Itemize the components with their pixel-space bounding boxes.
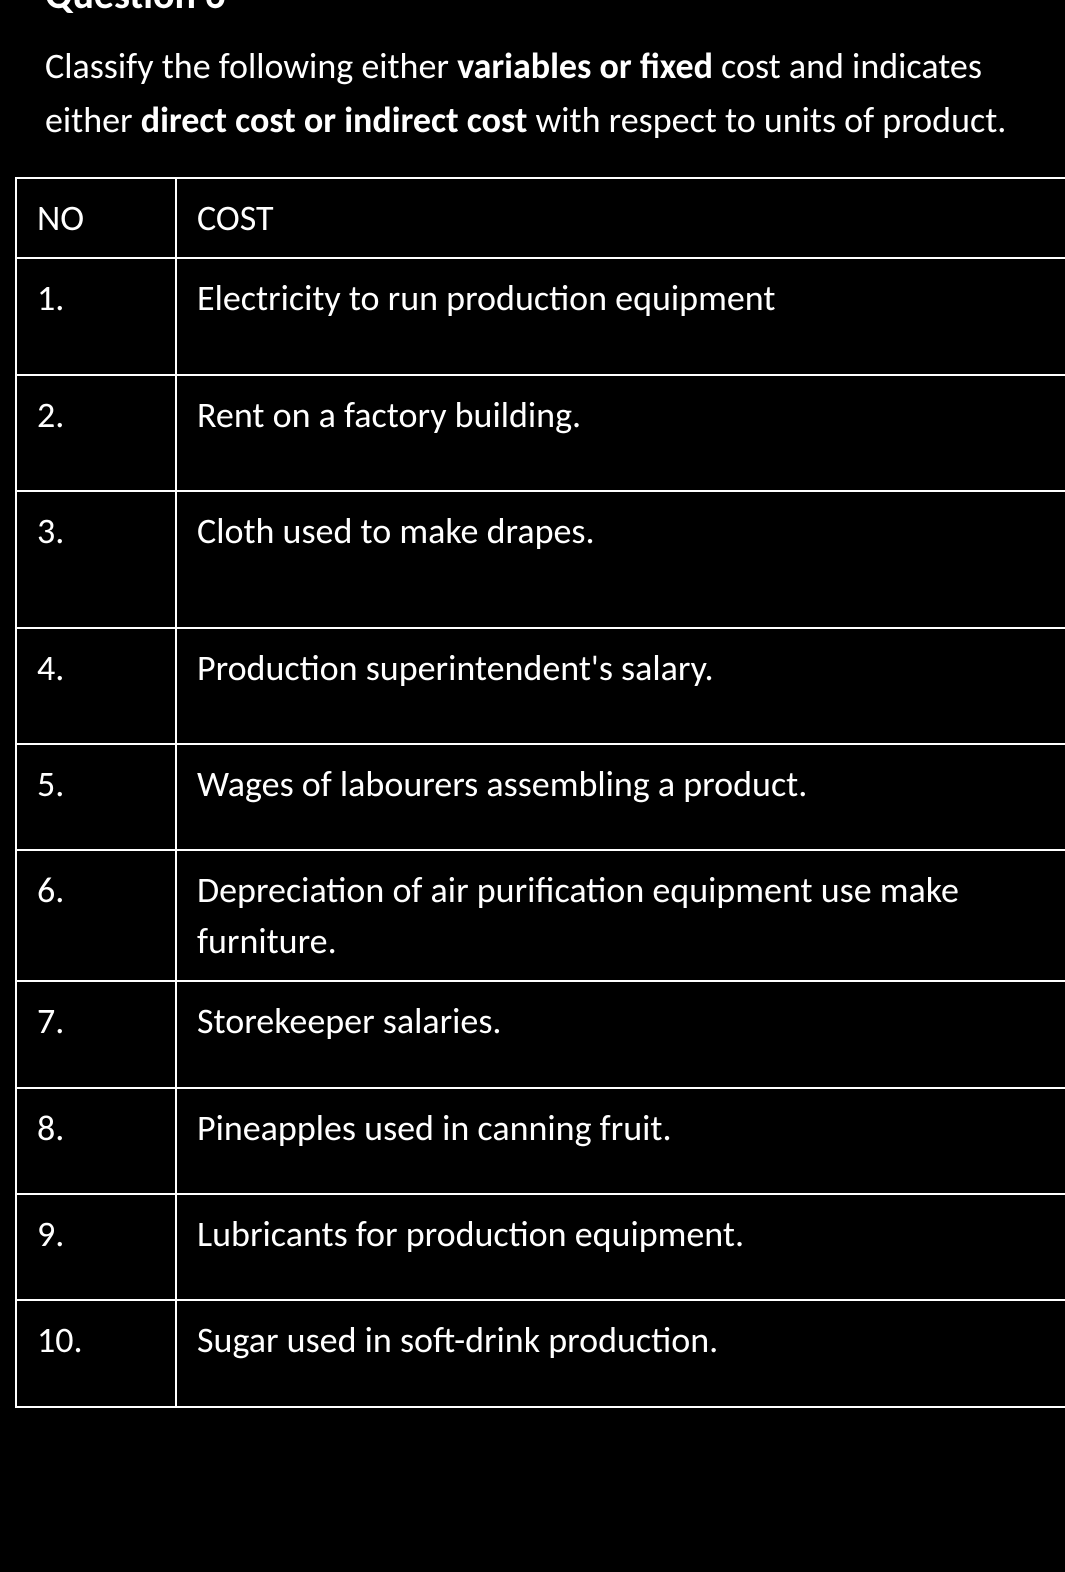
table-row: 6. Depreciation of air purification equi… [16, 850, 1065, 981]
instruction-bold1: variables or fixed [457, 44, 713, 88]
table-row: 4. Production superintendent's salary. [16, 628, 1065, 744]
question-title: Question 6 [0, 0, 1065, 19]
row-cost: Lubricants for production equipment. [176, 1194, 1065, 1300]
table-row: 7. Storekeeper salaries. [16, 981, 1065, 1087]
row-cost: Production superintendent's salary. [176, 628, 1065, 744]
row-cost: Sugar used in soft-drink production. [176, 1300, 1065, 1406]
row-no: 7. [16, 981, 176, 1087]
table-row: 3. Cloth used to make drapes. [16, 491, 1065, 627]
instruction-part3: with respect to units of product. [527, 98, 1006, 142]
row-no: 10. [16, 1300, 176, 1406]
table-row: 10. Sugar used in soft-drink production. [16, 1300, 1065, 1406]
table-row: 9. Lubricants for production equipment. [16, 1194, 1065, 1300]
row-no: 4. [16, 628, 176, 744]
row-cost: Wages of labourers assembling a product. [176, 744, 1065, 850]
row-cost: Electricity to run production equipment [176, 258, 1065, 374]
instruction-part1: Classify the following either [45, 44, 457, 88]
row-cost: Pineapples used in canning fruit. [176, 1088, 1065, 1194]
row-no: 5. [16, 744, 176, 850]
header-no: NO [16, 178, 176, 258]
table-header-row: NO COST [16, 178, 1065, 258]
row-cost: Depreciation of air purification equipme… [176, 850, 1065, 981]
instruction-text: Classify the following either variables … [0, 39, 1065, 177]
table-row: 8. Pineapples used in canning fruit. [16, 1088, 1065, 1194]
row-no: 1. [16, 258, 176, 374]
row-cost: Rent on a factory building. [176, 375, 1065, 491]
row-no: 6. [16, 850, 176, 981]
row-no: 3. [16, 491, 176, 627]
table-row: 2. Rent on a factory building. [16, 375, 1065, 491]
row-cost: Storekeeper salaries. [176, 981, 1065, 1087]
header-cost: COST [176, 178, 1065, 258]
row-no: 8. [16, 1088, 176, 1194]
instruction-bold2: direct cost or indirect cost [141, 98, 528, 142]
row-no: 9. [16, 1194, 176, 1300]
row-no: 2. [16, 375, 176, 491]
cost-table: NO COST 1. Electricity to run production… [15, 177, 1065, 1408]
page-container: Question 6 Classify the following either… [0, 0, 1065, 1408]
table-row: 5. Wages of labourers assembling a produ… [16, 744, 1065, 850]
row-cost: Cloth used to make drapes. [176, 491, 1065, 627]
table-row: 1. Electricity to run production equipme… [16, 258, 1065, 374]
